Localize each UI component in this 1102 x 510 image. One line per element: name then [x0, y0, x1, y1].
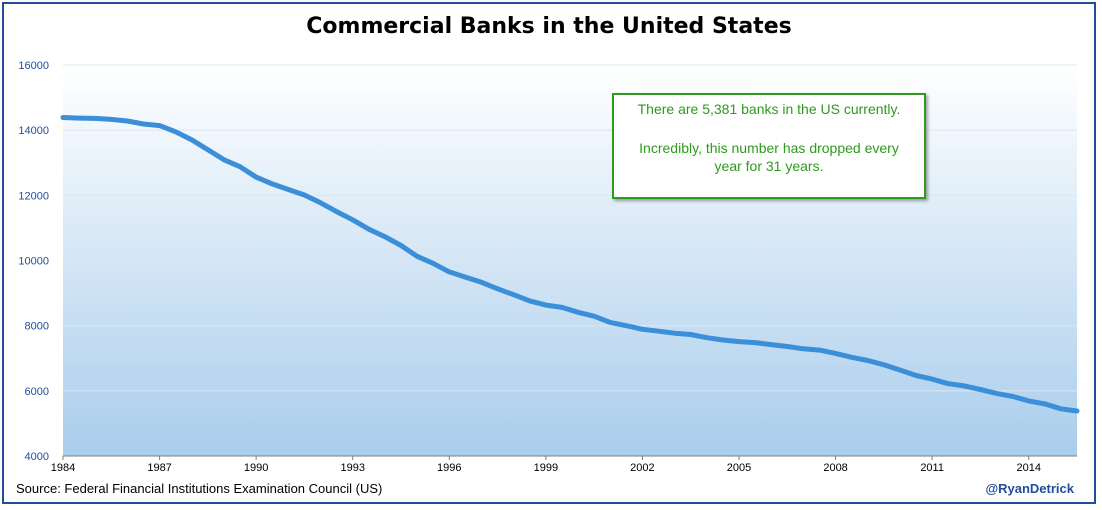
series-line-commercial-banks [60, 115, 1080, 414]
author-handle: @RyanDetrick [985, 481, 1074, 496]
source-note: Source: Federal Financial Institutions E… [16, 481, 383, 496]
annotation-line-2: Incredibly, this number has dropped ever… [639, 140, 899, 174]
y-tick-label: 16000 [18, 60, 49, 72]
x-tick-label: 1993 [340, 462, 364, 474]
x-tick-label: 1984 [51, 462, 75, 474]
x-tick-label: 2008 [823, 462, 847, 474]
x-tick-label: 1990 [244, 462, 268, 474]
x-tick-label: 2011 [920, 462, 944, 474]
y-axis: 4000 6000 8000 10000 12000 14000 16000 [18, 60, 49, 463]
y-tick-label: 4000 [25, 451, 49, 463]
x-tick-label: 1987 [147, 462, 171, 474]
y-tick-label: 14000 [18, 125, 49, 137]
chart-title: Commercial Banks in the United States [306, 14, 792, 39]
x-tick-label: 2005 [727, 462, 751, 474]
y-tick-label: 12000 [18, 190, 49, 202]
x-tick-label: 2014 [1016, 462, 1040, 474]
annotation-line-1: There are 5,381 banks in the US currentl… [637, 101, 901, 117]
x-tick-label: 1996 [437, 462, 461, 474]
x-axis: 1984 1987 1990 1993 1996 1999 2002 2005 2008 2011… [51, 455, 1077, 474]
x-tick-label: 1999 [534, 462, 558, 474]
x-tick-label: 2002 [630, 462, 654, 474]
annotation-box: There are 5,381 banks in the US currentl… [612, 93, 926, 199]
y-tick-label: 10000 [18, 256, 49, 268]
y-tick-label: 8000 [25, 321, 49, 333]
y-tick-label: 6000 [25, 386, 49, 398]
